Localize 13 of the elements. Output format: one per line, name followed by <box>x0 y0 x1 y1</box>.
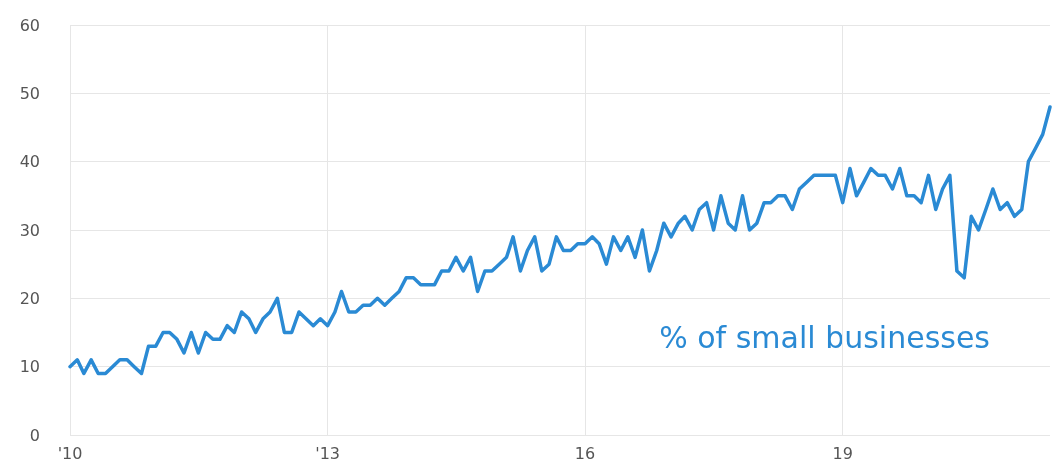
y-tick-label: 30 <box>19 220 40 240</box>
x-tick-label: '13 <box>315 443 341 463</box>
x-tick-label: 16 <box>574 443 596 463</box>
y-tick-label: 10 <box>19 357 40 377</box>
y-tick-label: 50 <box>19 83 40 103</box>
y-tick-label: 40 <box>19 152 40 172</box>
x-tick-label: '10 <box>57 443 83 463</box>
annotation: % of small businesses <box>659 319 990 355</box>
y-tick-label: 0 <box>29 425 40 445</box>
y-tick-label: 60 <box>19 15 40 35</box>
x-tick-label: 19 <box>832 443 853 463</box>
line-series <box>68 105 1052 376</box>
y-tick-label: 20 <box>19 288 40 308</box>
